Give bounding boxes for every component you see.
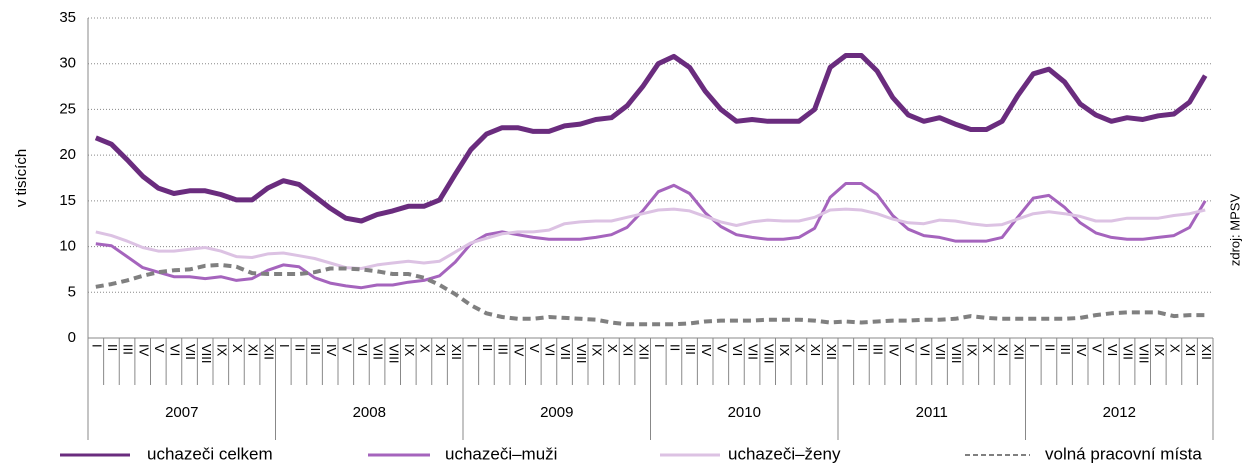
x-tick-label: X [980,344,995,353]
x-tick-label: II [105,344,120,351]
x-tick-label: XII [824,344,839,360]
x-tick-label: XII [449,344,464,360]
x-tick-label: IV [324,344,339,357]
x-tick-label: I [652,344,667,348]
x-tick-label: III [308,344,323,355]
x-tick-label: X [230,344,245,353]
x-tick-label: IX [1152,344,1167,357]
series-line [94,53,1208,224]
x-tick-label: VIII [199,344,214,364]
x-tick-label: IX [214,344,229,357]
x-tick-label: II [855,344,870,351]
x-tick-label: IV [1074,344,1089,357]
x-tick-label: VIII [761,344,776,364]
x-tick-label: V [152,344,167,353]
y-tick-label: 0 [68,329,76,346]
x-tick-label: VII [371,344,386,360]
x-tick-label: V [902,344,917,353]
x-tick-label: II [293,344,308,351]
year-label: 2008 [353,404,386,421]
legend-label: volná pracovní místa [1045,444,1202,463]
x-tick-label: IX [589,344,604,357]
x-tick-label: IV [886,344,901,357]
year-label: 2009 [540,404,573,421]
legend-label: uchazeči celkem [147,444,273,463]
y-axis-label: v tisících [13,149,30,207]
x-tick-label: X [418,344,433,353]
x-tick-label: XII [261,344,276,360]
x-tick-label: VI [1105,344,1120,356]
x-tick-label: II [668,344,683,351]
x-tick-label: X [793,344,808,353]
y-tick-label: 20 [59,146,76,163]
x-tick-label: IV [699,344,714,357]
x-tick-label: VIII [949,344,964,364]
x-tick-label: XI [1183,344,1198,356]
y-tick-label: 15 [59,192,76,209]
x-tick-label: VIII [386,344,401,364]
x-tick-label: VIII [1136,344,1151,364]
x-tick-label: II [480,344,495,351]
x-tick-label: XII [636,344,651,360]
x-tick-label: II [1043,344,1058,351]
x-tick-label: IV [511,344,526,357]
x-tick-label: I [89,344,104,348]
x-tick-label: XII [1199,344,1214,360]
x-tick-label: VII [558,344,573,360]
source: zdroj: MPSV [1227,194,1242,267]
x-tick-label: XI [246,344,261,356]
x-tick-label: V [339,344,354,353]
x-tick-label: IX [777,344,792,357]
x-tick-label: VI [168,344,183,356]
x-tick-label: V [1089,344,1104,353]
series-line [95,207,1206,270]
x-tick-label: X [605,344,620,353]
y-tick-label: 30 [59,55,76,72]
x-tick-label: XI [433,344,448,356]
x-tick-label: IX [402,344,417,357]
x-tick-label: XI [621,344,636,356]
x-tick-label: X [1168,344,1183,353]
legend-label: uchazeči–ženy [728,444,841,463]
x-tick-label: V [714,344,729,353]
x-tick-label: VII [183,344,198,360]
year-label: 2011 [916,404,948,421]
x-tick-label: VI [918,344,933,356]
x-tick-label: III [871,344,886,355]
year-label: 2007 [165,404,198,421]
x-tick-label: I [1027,344,1042,348]
year-label: 2010 [728,404,761,421]
x-tick-label: IX [964,344,979,357]
x-tick-label: I [839,344,854,348]
y-tick-label: 10 [59,238,76,255]
x-tick-label: III [1058,344,1073,355]
x-tick-label: IV [136,344,151,357]
year-label: 2012 [1103,404,1136,421]
y-tick-label: 5 [68,283,76,300]
x-tick-label: VII [933,344,948,360]
x-tick-label: VI [355,344,370,356]
x-tick-label: III [496,344,511,355]
x-tick-label: III [121,344,136,355]
x-tick-label: VIII [574,344,589,364]
x-tick-label: I [464,344,479,348]
series-line [95,182,1207,290]
x-tick-label: VII [1121,344,1136,360]
legend-label: uchazeči–muži [445,444,557,463]
x-tick-label: XI [996,344,1011,356]
x-tick-label: V [527,344,542,353]
series-line [95,262,1206,327]
x-tick-label: XII [1011,344,1026,360]
y-tick-label: 25 [59,100,76,117]
x-tick-label: III [683,344,698,355]
x-tick-label: VI [730,344,745,356]
x-tick-label: VI [543,344,558,356]
x-tick-label: XI [808,344,823,356]
y-tick-label: 35 [59,9,76,26]
x-tick-label: VII [746,344,761,360]
x-tick-label: I [277,344,292,348]
